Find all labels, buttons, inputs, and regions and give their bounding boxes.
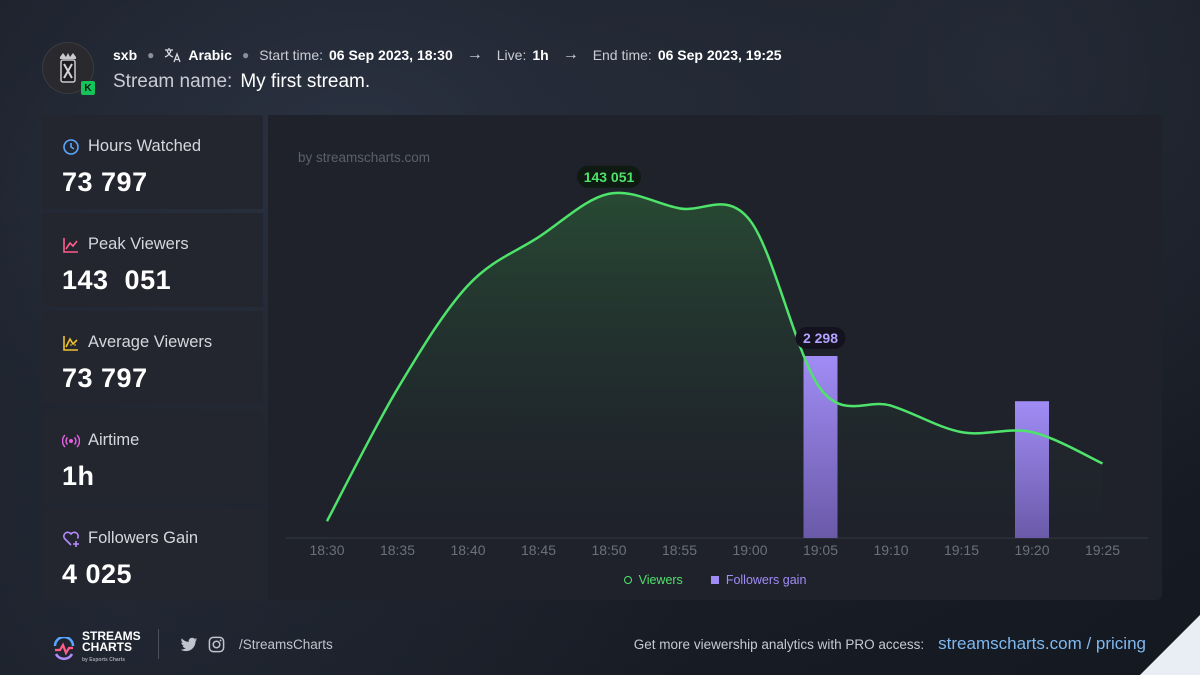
channel-name[interactable]: sxb	[113, 47, 138, 63]
arrow-right-icon: →	[466, 46, 483, 63]
stream-name-value: My first stream.	[240, 71, 371, 92]
logo-text: STREAMS CHARTS by Esports Charts	[82, 629, 141, 666]
start-value: 06 Sep 2023, 18:30	[329, 47, 453, 63]
live-label: Live:	[496, 47, 527, 63]
legend-followers-label: Followers gain	[725, 573, 807, 587]
x-tick-label: 19:00	[732, 542, 767, 558]
clock-icon	[63, 138, 79, 155]
square-marker-icon	[710, 576, 719, 584]
average-chart-icon	[63, 335, 78, 351]
stat-card-airtime: Airtime 1h	[42, 409, 263, 503]
x-tick-label: 19:25	[1085, 542, 1120, 558]
instagram-icon[interactable]	[208, 636, 225, 653]
end-value: 06 Sep 2023, 19:25	[657, 47, 782, 63]
x-tick-label: 19:10	[873, 542, 908, 558]
stat-value: 4 025	[62, 559, 133, 589]
stat-title: Followers Gain	[62, 529, 198, 548]
stat-card-average-viewers: Average Viewers 73 797	[42, 311, 263, 405]
end-label: End time:	[592, 47, 652, 63]
social-links: /StreamsCharts	[180, 636, 333, 653]
stream-name-row: Stream name: My first stream.	[113, 71, 370, 93]
stat-card-hours-watched: Hours Watched 73 797	[42, 115, 263, 209]
bar-label: 2 298	[803, 330, 838, 346]
bar-label-bg	[795, 327, 846, 349]
peak-chart-icon	[63, 237, 78, 253]
chart-watermark: by streamscharts.com	[298, 150, 431, 165]
stat-title: Airtime	[62, 431, 139, 450]
heart-plus-icon	[63, 531, 79, 547]
stat-card-followers-gain: Followers Gain 4 025	[42, 507, 263, 601]
followers-bar	[1015, 401, 1049, 538]
stat-title: Peak Viewers	[62, 235, 189, 254]
stat-value: 1h	[62, 461, 95, 491]
cta-text: Get more viewership analytics with PRO a…	[633, 636, 925, 652]
footer: STREAMS CHARTS by Esports Charts /Stream…	[0, 615, 1200, 675]
avatar[interactable]: K	[42, 42, 95, 95]
broadcast-icon	[62, 433, 80, 448]
legend-viewers-label: Viewers	[638, 573, 683, 587]
x-tick-label: 18:30	[309, 542, 344, 558]
x-tick-label: 19:20	[1014, 542, 1049, 558]
followers-bar	[803, 356, 838, 538]
pricing-link[interactable]: streamscharts.com / pricing	[938, 634, 1146, 653]
stat-value: 73 797	[62, 167, 148, 197]
start-label: Start time:	[259, 47, 323, 63]
stat-label: Average Viewers	[88, 333, 213, 351]
x-tick-label: 19:15	[944, 542, 979, 558]
social-handle[interactable]: /StreamsCharts	[239, 637, 333, 652]
stat-label: Hours Watched	[88, 137, 202, 155]
separator-dot: ●	[241, 48, 250, 62]
x-tick-label: 18:55	[662, 542, 697, 558]
arrow-right-icon: →	[562, 46, 579, 63]
peak-label: 143 051	[584, 169, 635, 185]
stat-value: 143 051	[62, 265, 172, 295]
legend-viewers[interactable]: Viewers	[623, 573, 683, 587]
stat-title: Hours Watched	[62, 137, 201, 156]
circle-marker-icon	[623, 576, 632, 584]
stat-label: Peak Viewers	[88, 235, 189, 253]
separator-dot: ●	[147, 48, 155, 62]
chart-canvas: 18:30 18:35 18:40 18:45 18:50 18:55 19:00 19:05…	[286, 165, 1148, 558]
stream-name-label: Stream name:	[113, 71, 233, 92]
stat-label: Followers Gain	[88, 529, 199, 547]
stream-meta: sxb ● Arabic ● Start time: 06 Sep 2023, …	[113, 46, 782, 64]
streams-charts-logo-icon	[53, 636, 75, 660]
viewers-area	[327, 192, 1103, 539]
viewership-chart[interactable]: by streamscharts.com 18:30 18:35 18:40 18:4…	[268, 115, 1162, 600]
stream-header: K sxb ● Arabic ● Start time: 06 Sep 2023…	[42, 40, 1142, 100]
language-value: Arabic	[188, 47, 232, 63]
x-tick-label: 18:40	[450, 542, 485, 558]
x-tick-label: 18:50	[591, 542, 626, 558]
corner-decoration	[1140, 615, 1200, 675]
live-value: 1h	[532, 47, 549, 63]
stat-card-peak-viewers: Peak Viewers 143 051	[42, 213, 263, 307]
x-tick-label: 18:35	[380, 542, 415, 558]
legend-followers[interactable]: Followers gain	[710, 573, 807, 587]
logo-line2: CHARTS	[82, 640, 132, 654]
translate-icon	[165, 48, 181, 63]
peak-label-bg	[577, 165, 641, 188]
x-tick-label: 18:45	[521, 542, 556, 558]
chart-legend: Viewers Followers gain	[268, 573, 1162, 587]
language: Arabic	[164, 47, 232, 63]
logo-sub: by Esports Charts	[82, 657, 126, 663]
pro-cta: Get more viewership analytics with PRO a…	[634, 634, 1146, 654]
twitter-icon[interactable]	[180, 637, 198, 653]
stat-label: Airtime	[88, 431, 140, 449]
stat-value: 73 797	[62, 363, 148, 393]
x-tick-label: 19:05	[803, 542, 838, 558]
footer-divider	[158, 629, 159, 659]
streams-charts-logo[interactable]: STREAMS CHARTS by Esports Charts	[52, 629, 141, 666]
logo-line1: STREAMS	[82, 629, 141, 643]
stat-title: Average Viewers	[62, 333, 212, 352]
platform-badge: K	[81, 81, 95, 95]
crown-shield-icon	[60, 53, 76, 83]
viewers-line	[325, 191, 1104, 522]
